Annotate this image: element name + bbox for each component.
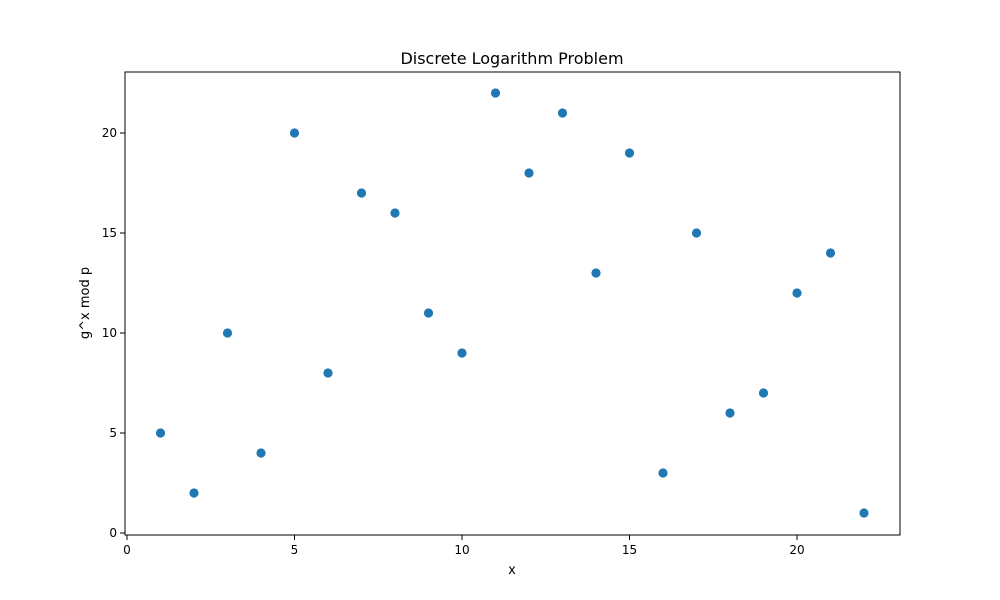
data-point — [457, 348, 467, 358]
data-point — [356, 188, 367, 198]
data-point — [725, 408, 735, 418]
data-point — [524, 168, 534, 178]
data-point — [289, 128, 300, 138]
data-point — [658, 468, 668, 478]
data-point — [256, 448, 266, 458]
y-tick-label: 20 — [102, 126, 117, 140]
y-axis-ticks: 0 5 10 15 20 — [102, 126, 125, 540]
data-point — [390, 208, 400, 218]
x-tick-label: 20 — [789, 543, 804, 557]
x-tick-label: 0 — [123, 543, 131, 557]
y-axis-label: g^x mod p — [78, 267, 93, 339]
data-point — [859, 508, 869, 518]
data-point — [624, 148, 635, 158]
y-tick-label: 5 — [109, 426, 117, 440]
y-tick-label: 10 — [102, 326, 117, 340]
data-point — [792, 288, 802, 298]
x-axis-ticks: 0 5 10 15 20 — [123, 535, 805, 557]
data-point — [691, 228, 702, 238]
data-points — [155, 88, 869, 518]
data-point — [323, 368, 333, 378]
data-point — [423, 308, 434, 318]
data-point — [825, 248, 836, 258]
x-tick-label: 10 — [454, 543, 469, 557]
x-tick-label: 5 — [291, 543, 299, 557]
data-point — [155, 428, 166, 438]
axes-frame — [124, 71, 901, 536]
y-tick-label: 15 — [102, 226, 117, 240]
data-point — [557, 108, 568, 118]
data-point — [222, 328, 233, 338]
data-point — [189, 488, 199, 498]
chart-title: Discrete Logarithm Problem — [400, 49, 623, 68]
data-point — [591, 268, 601, 278]
x-tick-label: 15 — [622, 543, 637, 557]
y-tick-label: 0 — [109, 526, 117, 540]
x-axis-label: x — [508, 563, 516, 578]
data-point — [758, 388, 769, 398]
data-point — [490, 88, 501, 98]
